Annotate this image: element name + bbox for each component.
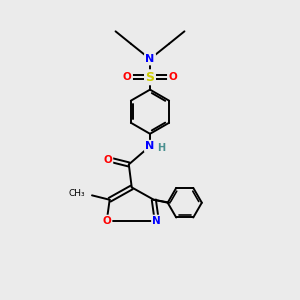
- Text: O: O: [123, 72, 132, 82]
- Text: S: S: [146, 71, 154, 84]
- Text: O: O: [102, 216, 111, 226]
- Text: CH₃: CH₃: [69, 189, 85, 198]
- Text: O: O: [168, 72, 177, 82]
- Text: H: H: [157, 142, 165, 153]
- Text: N: N: [146, 141, 154, 151]
- Text: N: N: [146, 54, 154, 64]
- Text: O: O: [103, 155, 112, 165]
- Text: N: N: [152, 216, 161, 226]
